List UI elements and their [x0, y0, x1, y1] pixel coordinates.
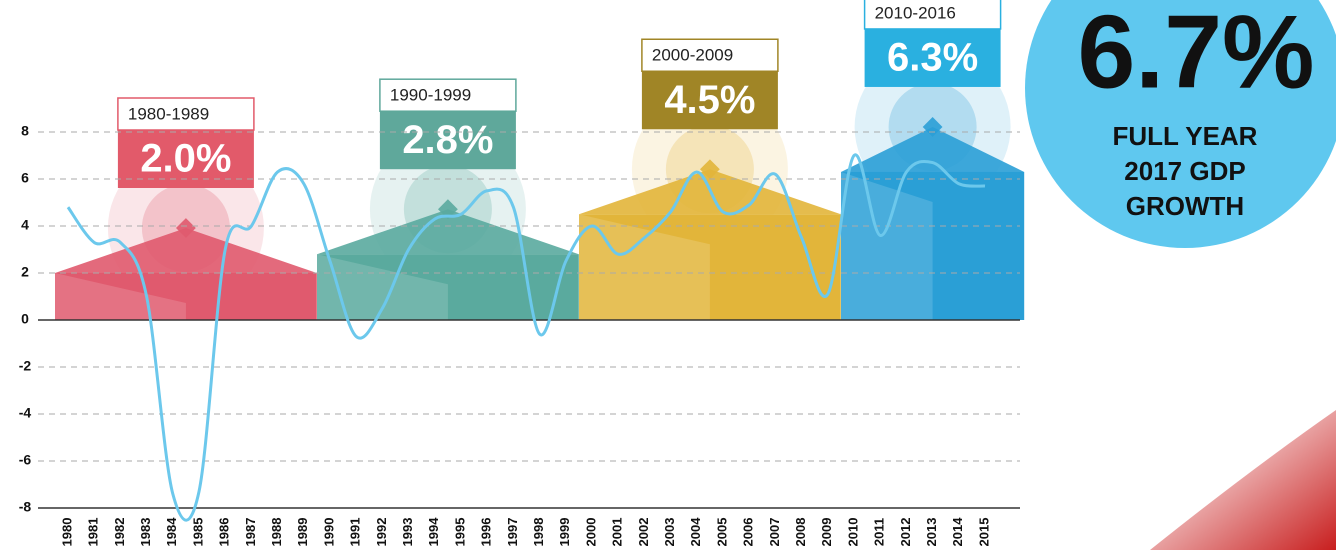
decade-label: 1980-1989 — [128, 104, 209, 123]
x-tick-label: 1994 — [426, 517, 441, 547]
decade-value: 6.3% — [887, 36, 978, 80]
x-tick-label: 1980 — [59, 518, 74, 547]
y-tick-label: -6 — [19, 452, 32, 468]
x-tick-label: 2002 — [636, 518, 651, 547]
x-tick-label: 2003 — [662, 518, 677, 547]
x-tick-label: 2009 — [819, 518, 834, 547]
x-tick-label: 1997 — [505, 518, 520, 547]
x-tick-label: 2006 — [741, 518, 756, 547]
x-tick-label: 2001 — [610, 518, 625, 547]
y-tick-label: -4 — [19, 405, 32, 421]
x-tick-label: 1990 — [321, 518, 336, 547]
x-tick-label: 1987 — [243, 518, 258, 547]
x-tick-label: 2015 — [976, 518, 991, 547]
y-tick-label: 8 — [21, 123, 29, 139]
decade-label: 2010-2016 — [875, 3, 956, 22]
x-tick-label: 2004 — [688, 517, 703, 547]
x-tick-label: 2007 — [767, 518, 782, 547]
y-tick-label: 6 — [21, 170, 29, 186]
x-tick-label: 1984 — [164, 517, 179, 547]
x-tick-label: 1985 — [190, 518, 205, 547]
x-tick-label: 2005 — [714, 518, 729, 547]
highlight-caption: FULL YEAR — [1113, 121, 1258, 151]
x-tick-label: 1998 — [531, 518, 546, 547]
x-tick-label: 2012 — [898, 518, 913, 547]
decade-label: 1990-1999 — [390, 86, 471, 105]
x-tick-label: 1982 — [112, 518, 127, 547]
y-tick-label: 0 — [21, 311, 29, 327]
x-tick-label: 1995 — [452, 518, 467, 547]
x-tick-label: 1999 — [557, 518, 572, 547]
x-tick-label: 1981 — [86, 518, 101, 547]
x-tick-label: 2010 — [845, 518, 860, 547]
decade-value: 4.5% — [664, 78, 755, 122]
x-tick-label: 1996 — [479, 518, 494, 547]
chart: 6.7% FULL YEAR 2017 GDP GROWTH 1980-1989 2.0… — [0, 0, 1336, 550]
x-tick-label: 1991 — [348, 518, 363, 547]
y-tick-label: -2 — [19, 358, 32, 374]
x-tick-label: 1989 — [295, 518, 310, 547]
decade-label: 2000-2009 — [652, 46, 733, 65]
highlight-caption: GROWTH — [1126, 191, 1244, 221]
x-tick-label: 2014 — [950, 517, 965, 547]
highlight-value: 6.7% — [1077, 0, 1314, 110]
x-tick-label: 1993 — [400, 518, 415, 547]
x-tick-label: 1986 — [217, 518, 232, 547]
x-tick-label: 2008 — [793, 518, 808, 547]
y-tick-label: 4 — [21, 217, 29, 233]
flag-decoration — [1150, 410, 1336, 550]
y-tick-label: 2 — [21, 264, 29, 280]
x-tick-label: 2000 — [583, 518, 598, 547]
x-tick-label: 2011 — [872, 518, 887, 546]
x-tick-label: 1983 — [138, 518, 153, 547]
y-tick-label: -8 — [19, 499, 32, 515]
x-tick-label: 1988 — [269, 518, 284, 547]
highlight-caption: 2017 GDP — [1124, 156, 1245, 186]
decade-value: 2.8% — [402, 118, 493, 162]
decade-value: 2.0% — [140, 137, 231, 181]
x-tick-label: 1992 — [374, 518, 389, 547]
x-tick-label: 2013 — [924, 518, 939, 547]
